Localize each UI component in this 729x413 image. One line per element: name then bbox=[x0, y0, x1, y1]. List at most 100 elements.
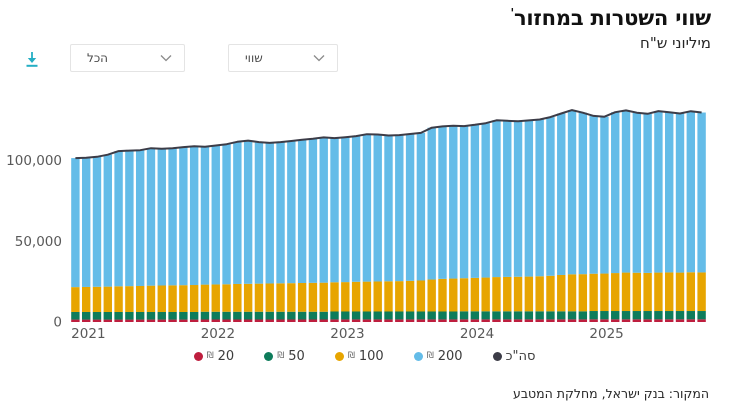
bar-segment-100[interactable] bbox=[243, 283, 253, 312]
bar-segment-20[interactable] bbox=[211, 319, 220, 322]
bar-segment-20[interactable] bbox=[567, 319, 577, 322]
bar-segment-50[interactable] bbox=[524, 311, 534, 320]
bar-segment-20[interactable] bbox=[524, 319, 534, 322]
bar-segment-50[interactable] bbox=[157, 311, 166, 320]
bar-segment-20[interactable] bbox=[416, 319, 426, 322]
bar-segment-20[interactable] bbox=[611, 319, 620, 322]
bar-segment-20[interactable] bbox=[103, 319, 112, 322]
bar-segment-200[interactable] bbox=[459, 126, 469, 279]
bar-segment-20[interactable] bbox=[287, 319, 296, 322]
bar-segment-200[interactable] bbox=[578, 112, 588, 275]
bar-segment-50[interactable] bbox=[297, 311, 307, 320]
bar-segment-200[interactable] bbox=[200, 146, 210, 285]
bar-segment-50[interactable] bbox=[621, 311, 631, 320]
bar-segment-50[interactable] bbox=[114, 311, 123, 320]
bar-segment-200[interactable] bbox=[243, 140, 253, 284]
bar-segment-100[interactable] bbox=[654, 272, 663, 312]
bar-segment-20[interactable] bbox=[686, 319, 696, 322]
bar-segment-50[interactable] bbox=[92, 311, 102, 320]
bar-segment-200[interactable] bbox=[125, 150, 134, 287]
bar-segment-50[interactable] bbox=[103, 311, 112, 320]
bar-segment-100[interactable] bbox=[686, 272, 696, 312]
bar-segment-100[interactable] bbox=[384, 281, 393, 312]
bar-segment-50[interactable] bbox=[405, 311, 415, 320]
bar-segment-20[interactable] bbox=[319, 319, 328, 322]
bar-segment-200[interactable] bbox=[427, 127, 436, 280]
bar-segment-100[interactable] bbox=[287, 283, 296, 312]
bar-segment-20[interactable] bbox=[621, 319, 631, 322]
bar-segment-50[interactable] bbox=[168, 311, 177, 320]
bar-segment-50[interactable] bbox=[319, 311, 328, 320]
bar-segment-100[interactable] bbox=[233, 283, 242, 312]
bar-segment-20[interactable] bbox=[449, 319, 458, 322]
bar-segment-100[interactable] bbox=[276, 283, 285, 312]
bar-segment-100[interactable] bbox=[578, 274, 588, 312]
bar-segment-100[interactable] bbox=[146, 285, 156, 312]
bar-segment-50[interactable] bbox=[351, 311, 361, 320]
bar-segment-100[interactable] bbox=[567, 274, 577, 312]
bar-segment-20[interactable] bbox=[675, 319, 685, 322]
bar-segment-20[interactable] bbox=[492, 319, 501, 322]
bar-segment-200[interactable] bbox=[211, 145, 220, 285]
bar-segment-20[interactable] bbox=[513, 319, 523, 322]
bar-segment-100[interactable] bbox=[71, 287, 80, 312]
metric-dropdown[interactable]: שווי bbox=[228, 44, 338, 72]
bar-segment-20[interactable] bbox=[92, 319, 102, 322]
bar-segment-50[interactable] bbox=[308, 311, 318, 320]
bar-segment-200[interactable] bbox=[384, 135, 393, 282]
bar-segment-20[interactable] bbox=[405, 319, 415, 322]
bar-segment-200[interactable] bbox=[373, 134, 382, 282]
bar-segment-50[interactable] bbox=[578, 311, 588, 320]
bar-segment-50[interactable] bbox=[513, 311, 523, 320]
bar-segment-100[interactable] bbox=[503, 276, 512, 312]
bar-segment-100[interactable] bbox=[524, 276, 534, 312]
bar-segment-20[interactable] bbox=[546, 319, 555, 322]
bar-segment-20[interactable] bbox=[578, 319, 588, 322]
bar-segment-100[interactable] bbox=[513, 276, 523, 312]
bar-segment-100[interactable] bbox=[373, 281, 382, 312]
bar-segment-50[interactable] bbox=[481, 311, 490, 320]
bar-segment-50[interactable] bbox=[503, 311, 512, 320]
bar-segment-50[interactable] bbox=[362, 311, 372, 320]
bar-segment-50[interactable] bbox=[643, 311, 652, 320]
bar-segment-200[interactable] bbox=[146, 148, 156, 286]
bar-segment-100[interactable] bbox=[557, 274, 566, 312]
bar-segment-100[interactable] bbox=[189, 285, 199, 312]
bar-segment-20[interactable] bbox=[81, 319, 91, 322]
bar-segment-200[interactable] bbox=[81, 157, 91, 287]
bar-segment-200[interactable] bbox=[675, 113, 685, 273]
bar-segment-100[interactable] bbox=[697, 272, 706, 312]
bar-segment-20[interactable] bbox=[643, 319, 652, 322]
bar-segment-100[interactable] bbox=[611, 273, 620, 312]
bar-segment-20[interactable] bbox=[243, 319, 253, 322]
bar-segment-50[interactable] bbox=[330, 311, 339, 320]
bar-segment-200[interactable] bbox=[254, 142, 264, 284]
bar-segment-50[interactable] bbox=[211, 311, 220, 320]
bar-segment-50[interactable] bbox=[665, 311, 674, 320]
bar-segment-200[interactable] bbox=[589, 115, 598, 274]
bar-segment-100[interactable] bbox=[470, 277, 480, 312]
bar-segment-20[interactable] bbox=[276, 319, 285, 322]
bar-segment-20[interactable] bbox=[351, 319, 361, 322]
bar-segment-100[interactable] bbox=[395, 281, 404, 312]
bar-segment-50[interactable] bbox=[449, 311, 458, 320]
bar-segment-200[interactable] bbox=[351, 136, 361, 282]
bar-segment-50[interactable] bbox=[81, 311, 91, 320]
bar-segment-200[interactable] bbox=[686, 111, 696, 273]
bar-segment-50[interactable] bbox=[697, 311, 706, 320]
bar-segment-200[interactable] bbox=[611, 112, 620, 274]
bar-segment-100[interactable] bbox=[449, 278, 458, 312]
bar-segment-200[interactable] bbox=[535, 119, 544, 277]
bar-segment-50[interactable] bbox=[546, 311, 555, 320]
bar-segment-100[interactable] bbox=[459, 278, 469, 312]
bar-segment-50[interactable] bbox=[675, 311, 685, 320]
bar-segment-100[interactable] bbox=[341, 282, 350, 312]
bar-segment-200[interactable] bbox=[492, 120, 501, 278]
bar-segment-50[interactable] bbox=[265, 311, 274, 320]
bar-segment-20[interactable] bbox=[654, 319, 663, 322]
bar-segment-200[interactable] bbox=[157, 148, 166, 286]
bar-segment-50[interactable] bbox=[373, 311, 382, 320]
bar-segment-50[interactable] bbox=[341, 311, 350, 320]
bar-segment-200[interactable] bbox=[449, 125, 458, 279]
bar-segment-20[interactable] bbox=[697, 319, 706, 322]
